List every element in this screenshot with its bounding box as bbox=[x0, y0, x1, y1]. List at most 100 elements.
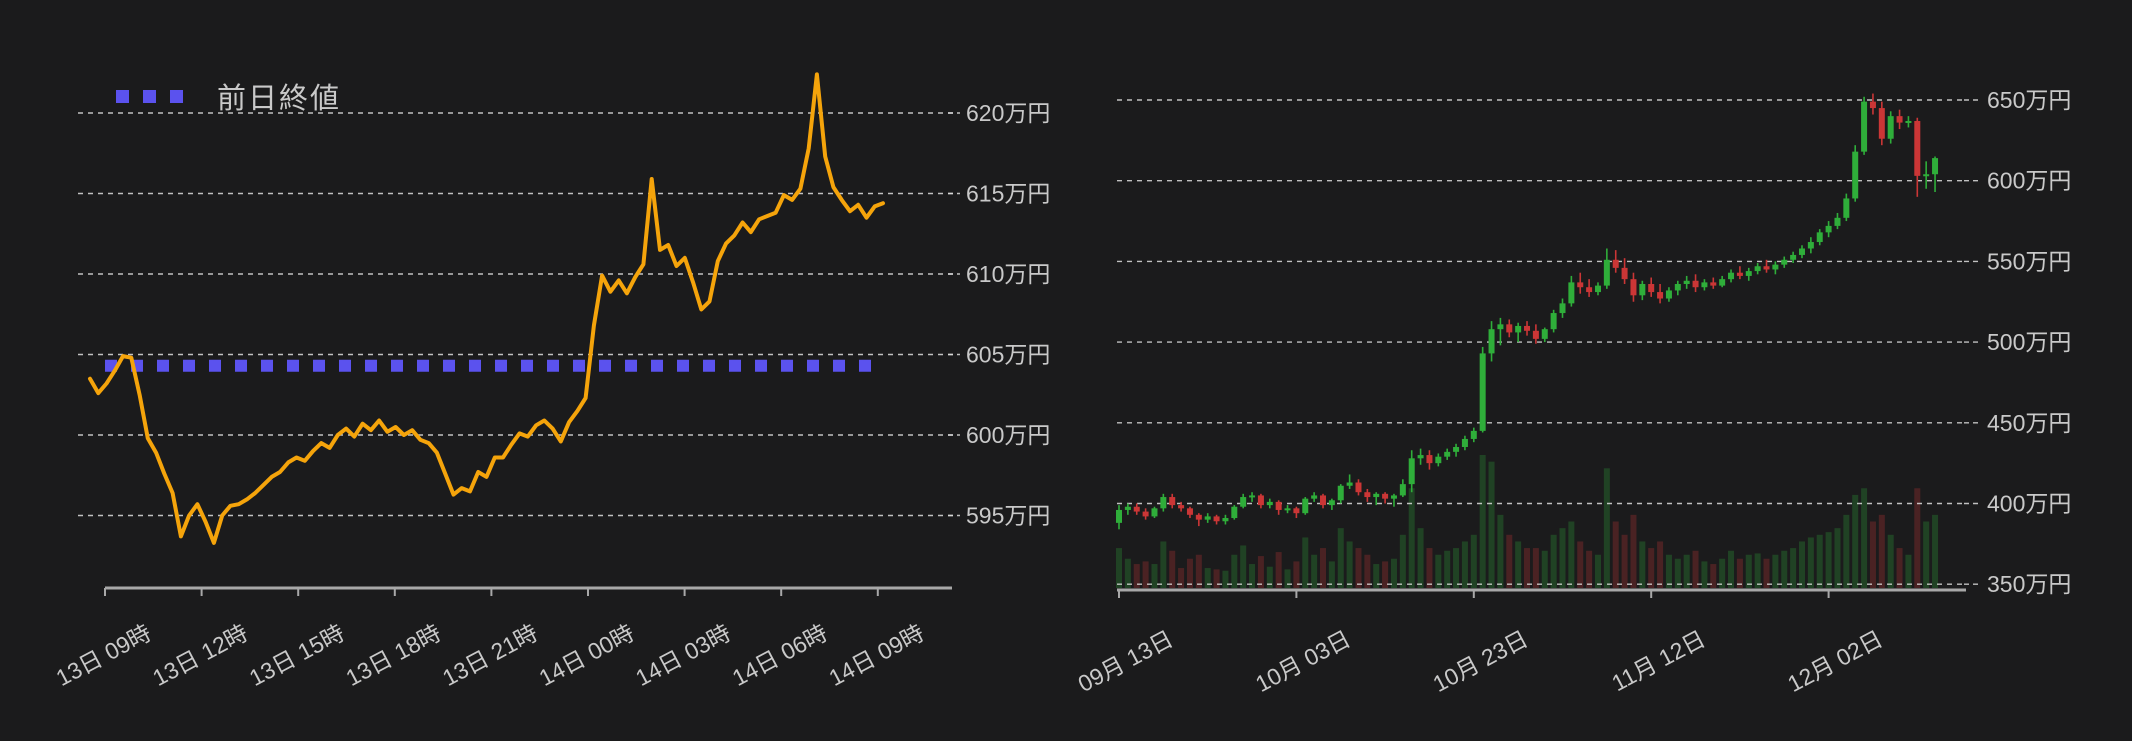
volume-bar bbox=[1701, 561, 1708, 588]
volume-bar bbox=[1133, 564, 1140, 588]
left-x-axis-label: 13日 15時 bbox=[245, 619, 349, 691]
left-x-axis-label: 13日 18時 bbox=[342, 619, 446, 691]
candle-body bbox=[1541, 329, 1548, 339]
volume-bar bbox=[1195, 554, 1202, 588]
volume-bar bbox=[1728, 550, 1735, 588]
volume-bar bbox=[1683, 554, 1690, 588]
volume-bar bbox=[1763, 558, 1770, 588]
volume-bar bbox=[1275, 552, 1282, 588]
price-line-series bbox=[88, 72, 885, 545]
candle-body bbox=[1195, 514, 1202, 520]
left-y-axis-label: 620万円 bbox=[966, 100, 1050, 126]
candle-body bbox=[1701, 282, 1708, 288]
volume-bar bbox=[1657, 541, 1664, 588]
candle-body bbox=[1337, 485, 1344, 501]
candle-body bbox=[1745, 271, 1752, 276]
volume-bar bbox=[1364, 554, 1371, 588]
candle-body bbox=[1843, 198, 1850, 218]
volume-bar bbox=[1240, 545, 1247, 588]
candle-body bbox=[1577, 282, 1584, 288]
volume-bar bbox=[1293, 561, 1300, 588]
candle-body bbox=[1834, 217, 1841, 226]
candle-body bbox=[1630, 279, 1637, 296]
left-x-axis-label: 13日 21時 bbox=[438, 619, 542, 691]
candle-body bbox=[1408, 458, 1415, 485]
volume-bar bbox=[1923, 521, 1930, 588]
candle-body bbox=[1807, 242, 1814, 249]
volume-bar bbox=[1302, 537, 1309, 588]
candle-body bbox=[1133, 506, 1140, 512]
candle-body bbox=[1825, 225, 1832, 233]
left-y-axis-label: 605万円 bbox=[966, 342, 1050, 368]
volume-bar bbox=[1861, 488, 1868, 588]
volume-bar bbox=[1674, 558, 1681, 588]
volume-bar bbox=[1524, 548, 1531, 588]
volume-bar bbox=[1320, 548, 1327, 588]
volume-bar bbox=[1612, 521, 1619, 588]
volume-bar bbox=[1852, 494, 1859, 588]
right-x-axis-label: 12月 02日 bbox=[1783, 625, 1887, 697]
volume-bar bbox=[1603, 468, 1610, 588]
volume-bar bbox=[1781, 550, 1788, 588]
volume-bar bbox=[1408, 488, 1415, 588]
volume-bar bbox=[1444, 550, 1451, 588]
volume-bar bbox=[1807, 537, 1814, 588]
candle-body bbox=[1657, 292, 1664, 299]
candle-body bbox=[1763, 266, 1770, 270]
candle-body bbox=[1612, 259, 1619, 268]
left-x-axis-label: 13日 12時 bbox=[148, 619, 252, 691]
candle-body bbox=[1302, 498, 1309, 514]
volume-bar bbox=[1116, 548, 1122, 588]
volume-bar bbox=[1222, 570, 1229, 588]
candle-body bbox=[1257, 495, 1264, 506]
volume-bar bbox=[1905, 554, 1912, 588]
volume-bar bbox=[1488, 461, 1495, 588]
volume-bar bbox=[1825, 532, 1832, 588]
volume-bar bbox=[1266, 566, 1273, 588]
volume-bar bbox=[1843, 514, 1850, 588]
volume-bar bbox=[1586, 550, 1593, 588]
candle-body bbox=[1861, 101, 1868, 152]
left-y-axis-label: 600万円 bbox=[966, 422, 1050, 448]
candle-body bbox=[1790, 254, 1797, 260]
volume-bar bbox=[1257, 556, 1264, 588]
right-x-axis-label: 11月 12日 bbox=[1607, 625, 1709, 696]
candle-body bbox=[1328, 500, 1335, 506]
candle-body bbox=[1594, 285, 1601, 293]
volume-bar bbox=[1896, 548, 1903, 588]
volume-bar bbox=[1382, 561, 1389, 588]
candle-body bbox=[1524, 325, 1531, 331]
candle-body bbox=[1417, 455, 1424, 459]
candle-body bbox=[1896, 116, 1903, 123]
candle-body bbox=[1151, 508, 1158, 517]
candle-body bbox=[1550, 313, 1557, 330]
candle-body bbox=[1364, 492, 1371, 498]
volume-bar bbox=[1665, 554, 1672, 588]
candle-body bbox=[1772, 264, 1779, 270]
candle-body bbox=[1816, 232, 1823, 243]
volume-bar bbox=[1142, 561, 1149, 588]
candle-body bbox=[1692, 280, 1699, 288]
candle-body bbox=[1887, 116, 1894, 139]
candle-body bbox=[1532, 330, 1539, 339]
volume-bar bbox=[1204, 568, 1211, 588]
volume-bar bbox=[1399, 534, 1406, 588]
volume-bar bbox=[1346, 541, 1353, 588]
candle-body bbox=[1178, 505, 1185, 509]
volume-bar bbox=[1736, 558, 1743, 588]
candle-body bbox=[1213, 516, 1220, 522]
volume-bar bbox=[1373, 564, 1380, 588]
volume-bar bbox=[1745, 554, 1752, 588]
candle-body bbox=[1923, 174, 1930, 177]
volume-bar bbox=[1914, 488, 1921, 588]
volume-bar bbox=[1541, 550, 1548, 588]
right-y-axis-label: 500万円 bbox=[1987, 329, 2071, 355]
previous-close-legend: 前日終値 bbox=[116, 76, 341, 116]
volume-bar bbox=[1559, 528, 1566, 588]
volume-bar bbox=[1479, 455, 1486, 588]
left-x-axis-label: 14日 06時 bbox=[728, 619, 832, 691]
volume-bar bbox=[1435, 554, 1442, 588]
candle-body bbox=[1878, 108, 1885, 139]
volume-bar bbox=[1249, 564, 1256, 588]
